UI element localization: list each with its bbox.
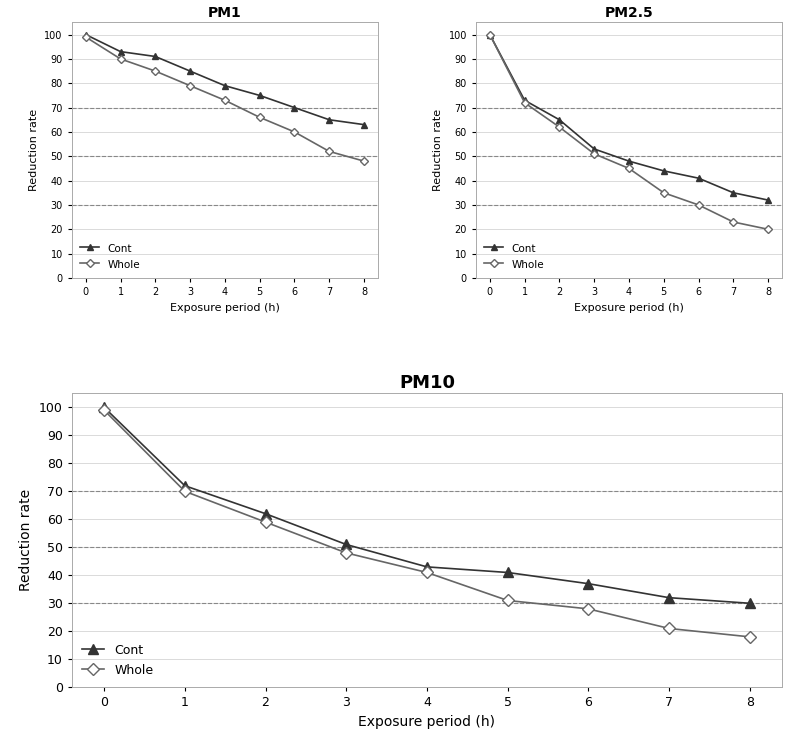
Cont xyxy=(583,579,593,588)
Cont xyxy=(659,167,669,176)
Whole xyxy=(290,128,299,137)
Line: Cont: Cont xyxy=(486,31,772,203)
Cont xyxy=(555,115,564,124)
X-axis label: Exposure period (h): Exposure period (h) xyxy=(574,303,684,312)
Cont xyxy=(185,66,195,75)
Whole xyxy=(81,33,90,42)
Whole xyxy=(342,548,351,557)
Legend: Cont, Whole: Cont, Whole xyxy=(78,640,157,681)
Cont xyxy=(325,115,334,124)
Cont xyxy=(342,540,351,549)
Legend: Cont, Whole: Cont, Whole xyxy=(481,240,547,273)
Whole xyxy=(99,406,109,415)
Whole xyxy=(729,217,738,226)
Line: Cont: Cont xyxy=(82,31,368,128)
Whole xyxy=(659,188,669,197)
Y-axis label: Reduction rate: Reduction rate xyxy=(433,109,443,191)
Cont xyxy=(503,568,512,577)
Cont xyxy=(519,96,529,105)
Cont xyxy=(151,52,160,61)
Whole xyxy=(519,99,529,108)
Cont xyxy=(220,81,230,90)
Whole xyxy=(185,81,195,90)
Cont xyxy=(729,188,738,197)
Cont xyxy=(290,103,299,112)
Cont xyxy=(745,599,755,608)
Whole xyxy=(422,568,432,577)
Cont xyxy=(664,593,674,602)
X-axis label: Exposure period (h): Exposure period (h) xyxy=(358,715,496,729)
Cont xyxy=(764,196,773,205)
Whole xyxy=(693,200,703,209)
Title: PM10: PM10 xyxy=(399,374,455,391)
Whole xyxy=(583,604,593,613)
Whole xyxy=(220,96,230,105)
Y-axis label: Reduction rate: Reduction rate xyxy=(29,109,39,191)
Whole xyxy=(764,225,773,234)
Whole xyxy=(116,55,125,63)
Whole xyxy=(325,147,334,156)
Cont xyxy=(99,403,109,412)
Whole xyxy=(590,149,599,158)
Line: Whole: Whole xyxy=(83,34,367,164)
Cont xyxy=(359,120,369,129)
Line: Whole: Whole xyxy=(100,406,754,641)
Cont xyxy=(693,174,703,183)
Cont xyxy=(180,481,190,490)
Cont xyxy=(261,509,271,518)
Cont xyxy=(422,562,432,571)
X-axis label: Exposure period (h): Exposure period (h) xyxy=(170,303,280,312)
Line: Cont: Cont xyxy=(99,403,755,608)
Whole xyxy=(624,164,634,173)
Whole xyxy=(664,624,674,633)
Whole xyxy=(359,157,369,166)
Legend: Cont, Whole: Cont, Whole xyxy=(77,240,143,273)
Whole xyxy=(180,487,190,496)
Title: PM1: PM1 xyxy=(208,6,242,20)
Cont xyxy=(116,47,125,56)
Whole xyxy=(255,113,264,122)
Cont xyxy=(590,144,599,153)
Whole xyxy=(503,596,512,605)
Y-axis label: Reduction rate: Reduction rate xyxy=(19,489,34,592)
Cont xyxy=(81,30,90,39)
Title: PM2.5: PM2.5 xyxy=(605,6,654,20)
Cont xyxy=(485,30,495,39)
Line: Whole: Whole xyxy=(487,32,771,232)
Whole xyxy=(555,123,564,131)
Whole xyxy=(485,30,495,39)
Whole xyxy=(745,633,755,642)
Cont xyxy=(255,91,264,100)
Cont xyxy=(624,157,634,166)
Whole xyxy=(261,518,271,527)
Whole xyxy=(151,66,160,75)
